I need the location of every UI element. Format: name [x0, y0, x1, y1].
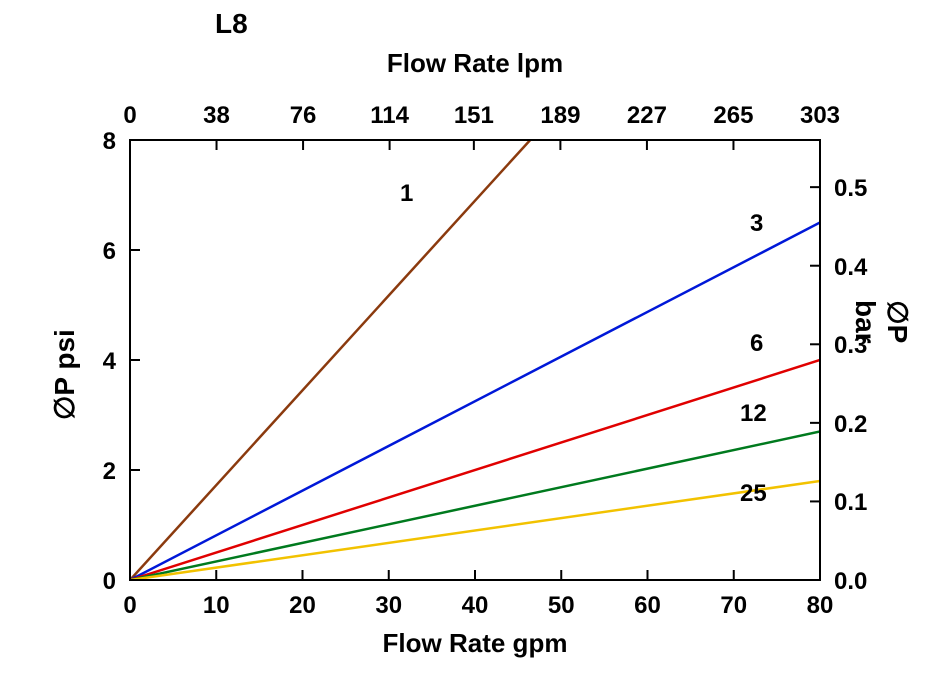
tick-label: 0.2: [834, 411, 867, 439]
tick-label: 76: [290, 102, 317, 130]
tick-label: 20: [289, 592, 316, 620]
tick-label: 50: [548, 592, 575, 620]
chart-root: L8 Flow Rate lpm Flow Rate gpm ∅P psi ∅P…: [0, 0, 934, 700]
series-line: [130, 432, 820, 581]
tick-label: 40: [462, 592, 489, 620]
tick-label: 10: [203, 592, 230, 620]
series-line: [130, 140, 530, 580]
tick-label: 38: [203, 102, 230, 130]
tick-label: 0.1: [834, 489, 867, 517]
tick-label: 0.5: [834, 175, 867, 203]
tick-label: 60: [634, 592, 661, 620]
tick-label: 30: [375, 592, 402, 620]
tick-label: 0: [103, 568, 116, 596]
tick-label: 0.0: [834, 568, 867, 596]
series-label: 6: [750, 330, 763, 358]
series-label: 25: [740, 480, 767, 508]
tick-label: 8: [103, 128, 116, 156]
tick-label: 2: [103, 458, 116, 486]
series-line: [130, 481, 820, 580]
series-line: [130, 223, 820, 581]
tick-label: 0: [123, 102, 136, 130]
series-label: 12: [740, 400, 767, 428]
tick-label: 227: [627, 102, 667, 130]
tick-label: 0.4: [834, 254, 867, 282]
tick-label: 151: [454, 102, 494, 130]
series-label: 3: [750, 210, 763, 238]
plot-border: [130, 140, 820, 580]
series-line: [130, 360, 820, 580]
tick-label: 114: [370, 102, 409, 130]
tick-label: 4: [103, 348, 116, 376]
tick-label: 80: [807, 592, 834, 620]
tick-label: 0.3: [834, 332, 867, 360]
tick-label: 303: [800, 102, 840, 130]
tick-label: 265: [713, 102, 753, 130]
tick-label: 6: [103, 238, 116, 266]
tick-label: 70: [720, 592, 747, 620]
tick-label: 0: [123, 592, 136, 620]
tick-label: 189: [540, 102, 580, 130]
series-label: 1: [400, 180, 413, 208]
